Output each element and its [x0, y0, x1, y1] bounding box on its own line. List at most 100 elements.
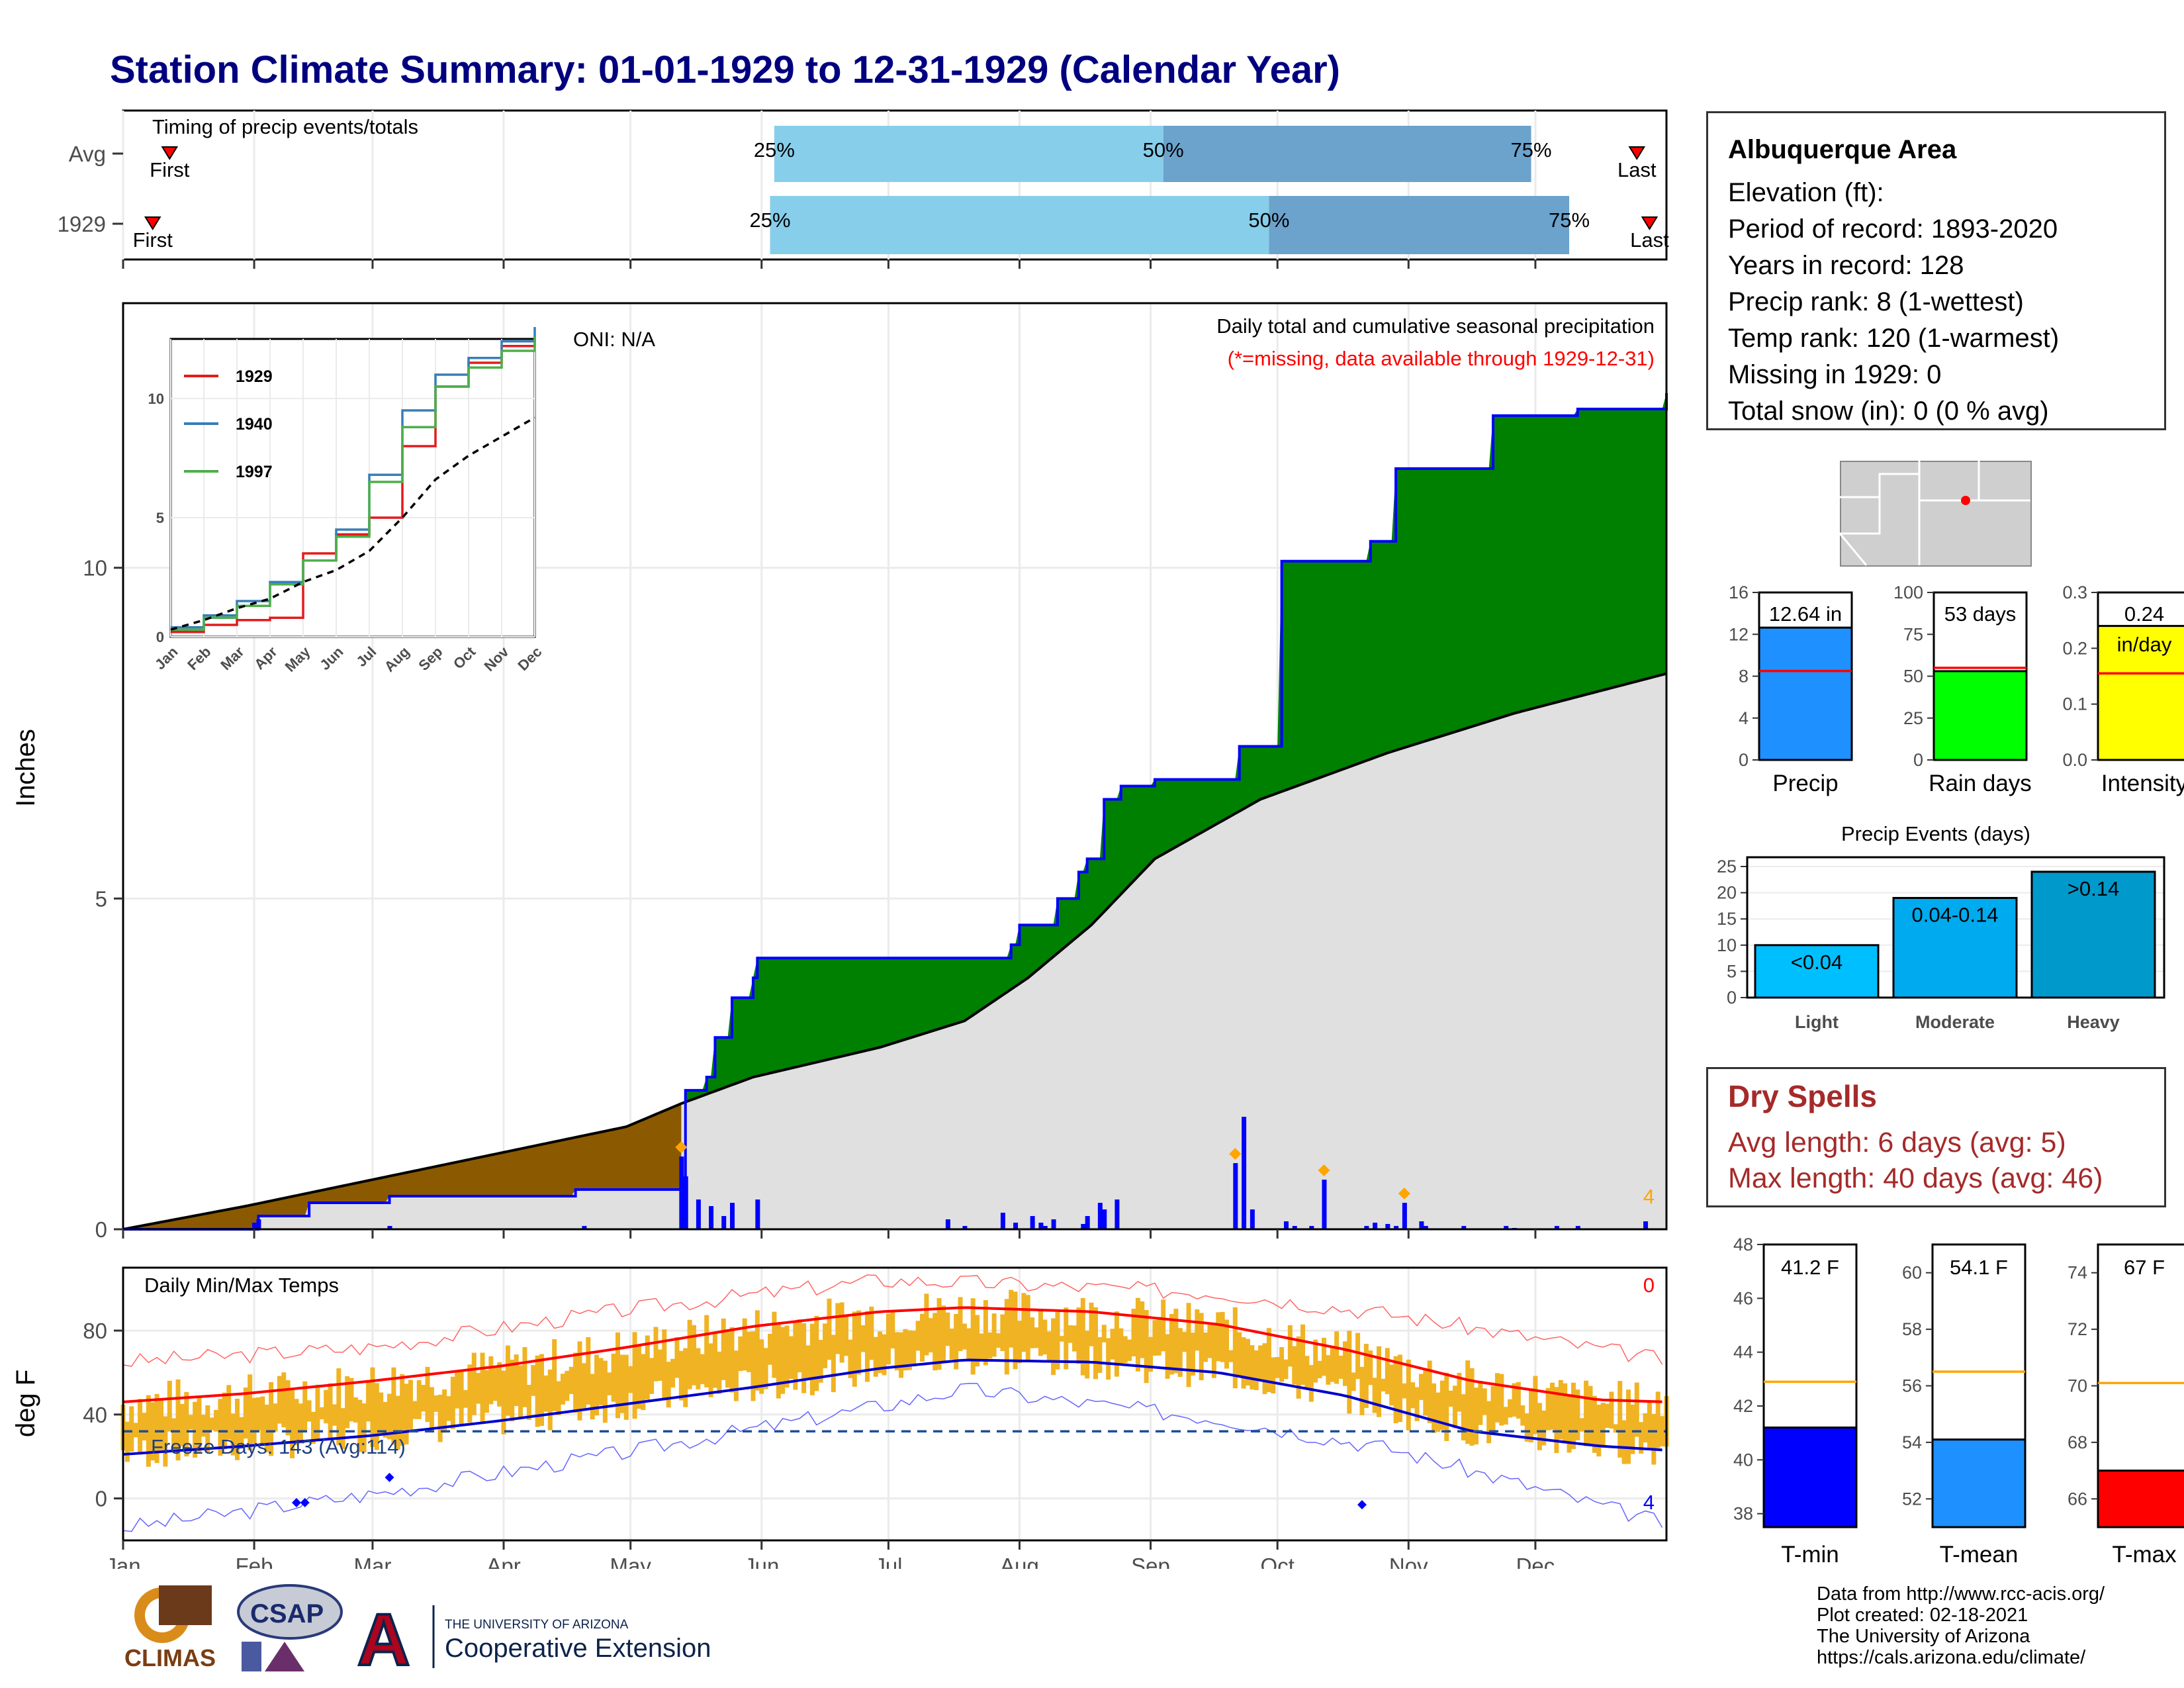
- daily-temp-bar: [425, 1366, 430, 1423]
- daily-temp-bar: [1317, 1360, 1322, 1379]
- temp-bar-tick-label: 72: [2068, 1319, 2087, 1339]
- daily-temp-bar: [374, 1383, 379, 1450]
- daily-precip-bar: [709, 1206, 714, 1229]
- daily-temp-bar: [907, 1330, 912, 1370]
- daily-precip-bar: [755, 1199, 760, 1229]
- daily-temp-bar: [1140, 1301, 1145, 1358]
- daily-temp-bar: [890, 1312, 895, 1349]
- info-line: Precip rank: 8 (1-wettest): [1728, 287, 2024, 316]
- month-label: Feb: [236, 1554, 273, 1569]
- daily-temp-bar: [1529, 1388, 1534, 1442]
- month-label: Aug: [1000, 1554, 1039, 1569]
- daily-temp-bar: [159, 1399, 164, 1451]
- daily-temp-bar: [649, 1358, 655, 1394]
- daily-temp-bar: [1144, 1310, 1149, 1383]
- temp-bar-tick-label: 66: [2068, 1489, 2087, 1509]
- info-line: Total snow (in): 0 (0 % avg): [1728, 397, 2049, 426]
- daily-temp-bar: [1359, 1366, 1365, 1415]
- daily-temp-bar: [264, 1404, 269, 1452]
- daily-precip-bar: [1373, 1223, 1378, 1229]
- info-line: Missing in 1929: 0: [1728, 360, 1942, 389]
- temp-bar-tick-label: 58: [1902, 1319, 1922, 1339]
- daily-temp-bar: [547, 1369, 553, 1430]
- daily-temp-bar: [332, 1404, 337, 1426]
- daily-temp-bar: [1127, 1339, 1132, 1361]
- daily-temp-bar: [1224, 1319, 1230, 1369]
- daily-temp-bar: [831, 1335, 836, 1393]
- daily-precip-bar: [1419, 1221, 1424, 1229]
- daily-precip-bar: [582, 1226, 587, 1229]
- daily-temp-bar: [882, 1334, 887, 1376]
- daily-temp-bar: [623, 1354, 629, 1420]
- daily-temp-bar: [248, 1374, 253, 1450]
- daily-temp-bar: [1275, 1357, 1280, 1378]
- temp-bar-tick-label: 44: [1733, 1342, 1753, 1362]
- daily-temp-bar: [670, 1358, 676, 1388]
- credits: Data from http://www.rcc-acis.org/ Plot …: [1817, 1583, 2105, 1668]
- daily-temp-bar: [1195, 1309, 1200, 1351]
- summary-bar-tick-label: 50: [1903, 667, 1923, 686]
- timing-bar-25-50: [770, 196, 1269, 254]
- daily-precip-bar: [696, 1199, 701, 1229]
- daily-temp-bar: [708, 1343, 713, 1397]
- daily-temp-bar: [175, 1379, 181, 1461]
- credit-line: Plot created: 02-18-2021: [1817, 1605, 2028, 1626]
- timing-bar-50-75: [1163, 126, 1531, 182]
- daily-temp-bar: [205, 1405, 210, 1453]
- month-label: Apr: [486, 1554, 520, 1569]
- daily-temp-bar: [1584, 1380, 1589, 1446]
- daily-temp-bar: [666, 1362, 671, 1408]
- summary-bars: 0 4 8 12 16 12.64 in Precip 0 25 50 75 100 53 days Ra…: [1729, 583, 2184, 796]
- daily-temp-bar: [1482, 1388, 1487, 1415]
- daily-temp-bar: [636, 1346, 641, 1409]
- daily-temp-bar: [1165, 1334, 1170, 1379]
- daily-temp-bar: [383, 1401, 388, 1438]
- daily-temp-bar: [920, 1313, 925, 1362]
- daily-precip-bar: [1309, 1226, 1314, 1229]
- daily-temp-bar: [962, 1323, 967, 1350]
- summary-bar-tick-label: 0.1: [2062, 694, 2087, 714]
- daily-temp-bar: [742, 1318, 747, 1371]
- daily-temp-bar: [1051, 1318, 1056, 1376]
- daily-temp-bar: [492, 1367, 498, 1401]
- summary-bar-tick-label: 0: [1913, 750, 1923, 770]
- daily-temp-bar: [1085, 1331, 1090, 1379]
- daily-temp-bar: [1503, 1407, 1508, 1425]
- daily-temp-bar: [1363, 1344, 1369, 1409]
- daily-temp-bar: [476, 1373, 481, 1404]
- daily-temp-bar: [560, 1374, 565, 1405]
- temp-y-label: deg F: [11, 1370, 40, 1437]
- credit-line: The University of Arizona: [1817, 1626, 2030, 1647]
- daily-precip-bar: [679, 1156, 684, 1229]
- temp-bar-tick-label: 48: [1733, 1235, 1753, 1254]
- daily-temp-bar: [1110, 1329, 1115, 1360]
- daily-temp-bar: [193, 1401, 198, 1458]
- daily-temp-bar: [471, 1352, 477, 1415]
- month-label: Jul: [874, 1554, 902, 1569]
- daily-temp-bar: [768, 1333, 773, 1365]
- daily-temp-bar: [1177, 1328, 1183, 1378]
- daily-temp-bar: [1444, 1372, 1449, 1441]
- daily-temp-bar: [1228, 1350, 1234, 1362]
- heavy-event-marker: [1398, 1188, 1410, 1200]
- daily-precip-bar: [1115, 1199, 1120, 1229]
- daily-temp-bar: [835, 1303, 841, 1354]
- daily-temp-bar: [277, 1376, 282, 1424]
- last-marker: [1628, 146, 1646, 160]
- daily-temp-bar: [1199, 1313, 1204, 1381]
- daily-temp-bar: [1377, 1346, 1382, 1417]
- daily-temp-bar: [751, 1331, 756, 1401]
- daily-temp-bar: [1326, 1355, 1331, 1385]
- daily-temp-bar: [958, 1297, 963, 1352]
- daily-temp-bar: [864, 1311, 870, 1382]
- daily-temp-bar: [641, 1354, 646, 1411]
- daily-temp-bar: [446, 1396, 451, 1421]
- daily-temp-bar: [725, 1331, 731, 1388]
- dry-spells-avg: Avg length: 6 days (avg: 5): [1728, 1127, 2066, 1158]
- daily-temp-bar: [421, 1385, 426, 1412]
- daily-temp-bar: [484, 1370, 489, 1413]
- daily-temp-bar: [1567, 1394, 1572, 1453]
- temp-title: Daily Min/Max Temps: [144, 1274, 339, 1297]
- daily-temp-bar: [1545, 1387, 1551, 1430]
- daily-temp-bar: [437, 1394, 443, 1442]
